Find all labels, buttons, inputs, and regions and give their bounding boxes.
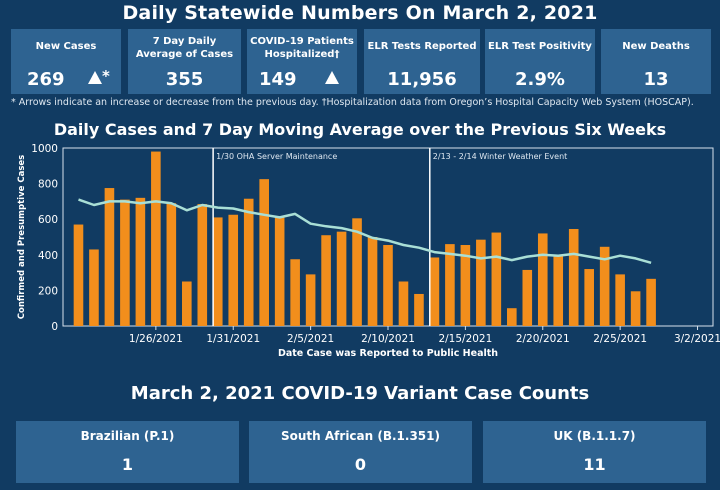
card-hospitalized: COVID-19 Patients Hospitalized† 149 <box>247 29 357 94</box>
variant-card-brazilian: Brazilian (P.1) 1 <box>16 421 239 483</box>
cases-chart: 1/30 OHA Server Maintenance 2/13 - 2/14 W… <box>17 143 720 359</box>
annotation-label: 2/13 - 2/14 Winter Weather Event <box>433 152 568 161</box>
card-7day-average: 7 Day Daily Average of Cases 355 <box>128 29 241 94</box>
card-value: 269 <box>27 69 65 90</box>
card-value: 11,956 <box>387 69 457 90</box>
bar <box>615 274 625 326</box>
bar <box>398 281 409 326</box>
bar <box>646 278 656 326</box>
y-tick-label: 800 <box>38 179 58 191</box>
bar <box>73 224 84 326</box>
variant-count: 0 <box>354 455 367 474</box>
bar <box>212 217 223 326</box>
card-label: COVID-19 Patients Hospitalized† <box>250 36 354 60</box>
x-tick-label: 2/10/2021 <box>361 333 415 345</box>
card-new-cases: New Cases 269 * <box>11 29 121 94</box>
variant-count: 11 <box>583 455 606 474</box>
x-tick-label: 1/31/2021 <box>206 333 260 345</box>
bar <box>367 237 378 326</box>
bar <box>228 214 239 326</box>
bar <box>383 245 393 326</box>
x-tick-label: 2/15/2021 <box>438 333 492 345</box>
bar <box>553 254 564 326</box>
bar <box>429 257 440 326</box>
bar <box>151 151 161 326</box>
card-new-deaths: New Deaths 13 <box>601 29 711 94</box>
bar <box>507 308 517 326</box>
y-axis-label: Confirmed and Presumptive Cases <box>17 155 27 319</box>
x-tick-label: 2/20/2021 <box>516 333 570 345</box>
bar <box>599 246 610 326</box>
page-title: Daily Statewide Numbers On March 2, 2021 <box>122 2 598 24</box>
card-value: 149 <box>259 69 297 90</box>
bar <box>476 239 486 326</box>
bar <box>321 235 331 326</box>
card-test-positivity: ELR Test Positivity 2.9% <box>485 29 595 94</box>
bar <box>135 197 146 326</box>
variant-label: South African (B.1.351) <box>281 429 440 443</box>
y-tick-label: 600 <box>38 214 58 226</box>
bar <box>243 198 254 326</box>
bar <box>414 293 424 326</box>
bar <box>120 199 130 326</box>
bar <box>305 274 316 326</box>
bar <box>166 203 177 326</box>
card-label: 7 Day Daily Average of Cases <box>135 36 234 60</box>
card-value: 13 <box>643 69 669 90</box>
card-value: 355 <box>165 69 204 90</box>
bar <box>584 269 594 326</box>
moving-average-line <box>78 198 652 265</box>
variant-title: March 2, 2021 COVID-19 Variant Case Coun… <box>130 383 590 404</box>
chart-title: Daily Cases and 7 Day Moving Average ove… <box>53 120 667 139</box>
card-value: 2.9% <box>515 69 565 90</box>
variant-label: Brazilian (P.1) <box>80 429 175 443</box>
y-tick-label: 400 <box>38 250 58 262</box>
bar <box>522 269 533 326</box>
bar <box>537 233 548 326</box>
stats-cards: New Cases 269 * 7 Day Daily Average of C… <box>11 29 711 94</box>
increase-arrow-icon <box>88 71 102 84</box>
x-tick-label: 2/25/2021 <box>593 333 647 345</box>
x-tick-label: 1/26/2021 <box>129 333 183 345</box>
variant-label: UK (B.1.1.7) <box>553 429 636 443</box>
bar <box>445 244 455 326</box>
card-label: ELR Test Positivity <box>488 41 592 52</box>
increase-arrow-icon <box>325 71 339 84</box>
card-elr-tests: ELR Tests Reported 11,956 <box>364 29 480 94</box>
bar <box>197 204 208 326</box>
bar <box>491 232 502 326</box>
bar <box>89 249 99 326</box>
footnote: * Arrows indicate an increase or decreas… <box>11 97 694 108</box>
bar <box>259 179 269 326</box>
footnote-mark: * <box>102 67 110 85</box>
bar <box>290 259 300 326</box>
bar <box>104 188 115 326</box>
annotation-label: 1/30 OHA Server Maintenance <box>216 152 337 161</box>
variant-count: 1 <box>121 455 134 474</box>
bar <box>336 231 347 326</box>
bar <box>182 281 192 326</box>
bar <box>630 291 641 326</box>
x-tick-label: 2/5/2021 <box>287 333 334 345</box>
card-label: New Deaths <box>622 41 690 52</box>
bar <box>274 216 285 326</box>
x-tick-label: 3/2/2021 <box>674 333 720 345</box>
y-tick-label: 1000 <box>31 143 58 155</box>
x-axis-label: Date Case was Reported to Public Health <box>278 348 498 359</box>
y-tick-label: 0 <box>51 321 58 333</box>
variant-card-south-african: South African (B.1.351) 0 <box>249 421 472 483</box>
card-label: ELR Tests Reported <box>367 41 477 52</box>
bar <box>352 218 362 326</box>
bar <box>460 245 471 326</box>
variant-card-uk: UK (B.1.1.7) 11 <box>483 421 706 483</box>
bar <box>568 228 579 326</box>
card-label: New Cases <box>35 41 97 52</box>
y-tick-label: 200 <box>38 285 58 297</box>
